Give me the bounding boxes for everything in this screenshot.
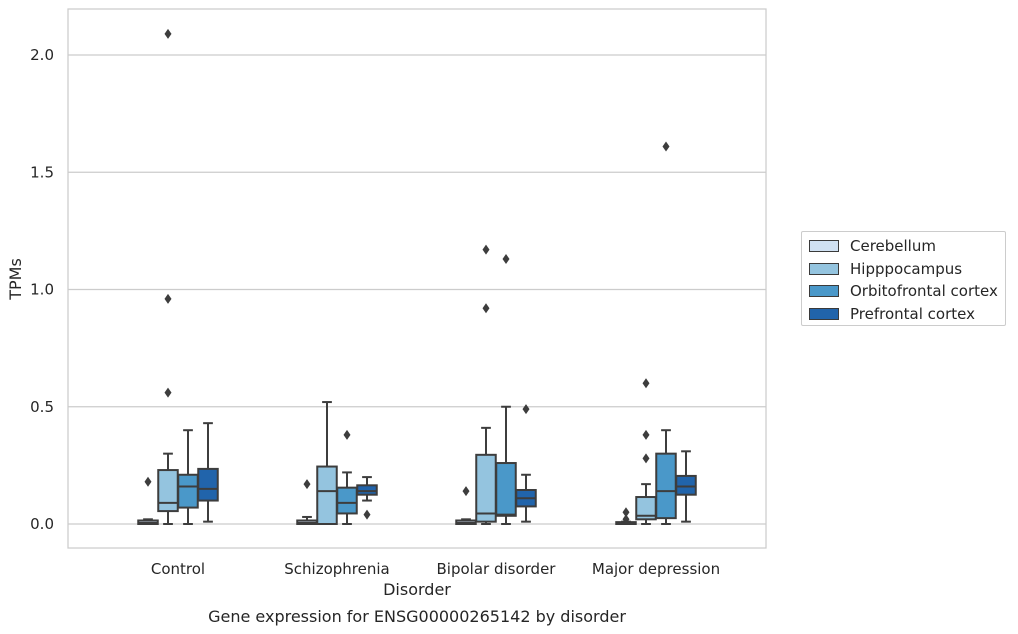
box-group	[177, 429, 199, 525]
box-iqr	[655, 452, 677, 520]
box-group	[137, 476, 159, 525]
box-iqr	[157, 469, 179, 513]
box-group	[635, 378, 657, 525]
outlier-point	[622, 507, 630, 518]
outlier-point	[502, 254, 510, 265]
outlier-point	[642, 378, 650, 389]
outlier-point	[642, 429, 650, 440]
box-group	[495, 254, 517, 525]
x-tick-label: Major depression	[592, 560, 720, 578]
box-iqr	[197, 467, 219, 502]
box-group	[316, 401, 338, 525]
outlier-point	[343, 429, 351, 440]
outlier-point	[482, 244, 490, 255]
legend: Cerebellum Hipppocampus Orbitofrontal cort…	[801, 231, 1006, 326]
legend-item: Hipppocampus	[809, 258, 999, 281]
box-iqr	[336, 486, 358, 515]
box-group	[475, 244, 497, 525]
legend-label: Hipppocampus	[850, 259, 963, 278]
box-group	[615, 507, 637, 526]
legend-swatch	[809, 262, 839, 275]
outlier-point	[462, 486, 470, 497]
box-iqr	[356, 484, 378, 496]
plot-frame	[67, 8, 767, 549]
legend-item: Orbitofrontal cortex	[809, 280, 999, 303]
box-group	[197, 422, 219, 523]
outlier-point	[482, 303, 490, 314]
box-iqr	[475, 453, 497, 523]
y-tick-labels: 0.0 0.5 1.0 1.5 2.0	[30, 46, 54, 533]
box-iqr	[316, 465, 338, 525]
outlier-point	[164, 28, 172, 39]
box-group	[655, 141, 677, 525]
box-group	[336, 429, 358, 525]
y-axis-title: TPMs	[6, 258, 25, 301]
outlier-point	[522, 404, 530, 415]
outlier-point	[144, 476, 152, 487]
box-group	[356, 476, 378, 520]
x-tick-label: Schizophrenia	[284, 560, 389, 578]
legend-swatch	[809, 285, 839, 298]
outlier-point	[642, 453, 650, 464]
outlier-point	[164, 387, 172, 398]
chart-caption: Gene expression for ENSG00000265142 by d…	[208, 607, 626, 626]
legend-label: Cerebellum	[850, 237, 936, 256]
legend-item: Cerebellum	[809, 235, 999, 258]
legend-label: Prefrontal cortex	[850, 304, 975, 323]
y-tick-label: 1.0	[30, 281, 54, 299]
legend-label: Orbitofrontal cortex	[850, 282, 998, 301]
x-tick-label: Bipolar disorder	[437, 560, 557, 578]
outlier-point	[622, 514, 630, 525]
box-group	[675, 450, 697, 523]
x-tick-label: Control	[151, 560, 205, 578]
box-group	[157, 28, 179, 525]
box-iqr	[177, 473, 199, 509]
x-tick-labels: Control Schizophrenia Bipolar disorder Majo…	[151, 560, 720, 578]
y-tick-label: 0.5	[30, 398, 54, 416]
box-group	[515, 404, 537, 523]
outlier-point	[363, 509, 371, 520]
outlier-point	[303, 479, 311, 490]
box-group	[296, 479, 318, 525]
outlier-point	[662, 141, 670, 152]
y-tick-label: 2.0	[30, 46, 54, 64]
box-iqr	[495, 462, 517, 517]
x-axis-title: Disorder	[383, 580, 451, 599]
y-tick-label: 0.0	[30, 515, 54, 533]
legend-swatch	[809, 307, 839, 320]
outlier-point	[164, 293, 172, 304]
legend-item: Prefrontal cortex	[809, 303, 999, 326]
box-group	[455, 486, 477, 525]
legend-swatch	[809, 240, 839, 253]
box-groups	[137, 28, 697, 526]
box-iqr	[675, 474, 697, 496]
y-tick-label: 1.5	[30, 163, 54, 181]
